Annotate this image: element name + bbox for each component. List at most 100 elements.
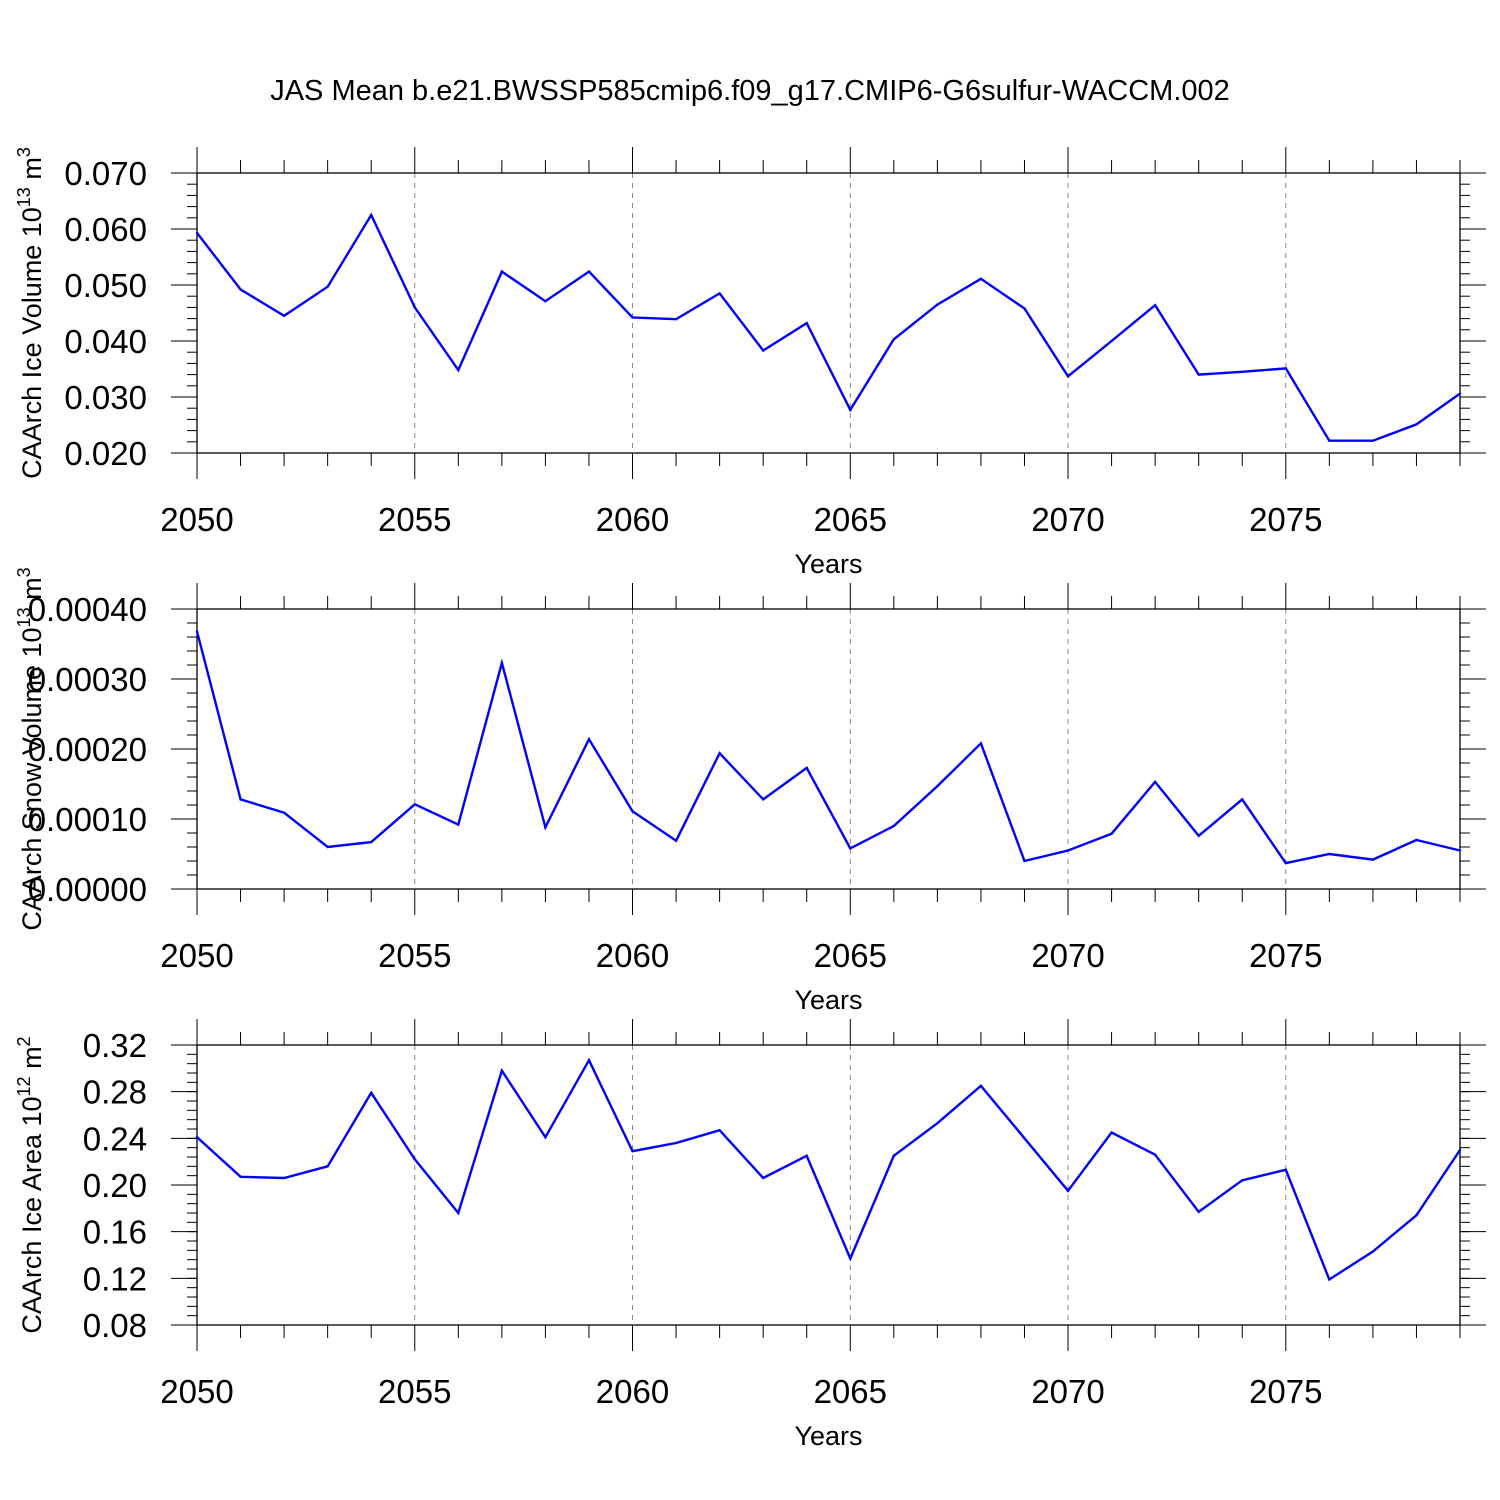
chart-2-data-point <box>1241 798 1244 801</box>
chart-2-data-point <box>674 839 678 842</box>
chart-1-ylabel: CAArch Ice Volume 1013 m3 <box>14 147 47 479</box>
chart-1-ytick-label: 0.020 <box>64 435 147 472</box>
chart-3-data-point <box>1241 1179 1244 1182</box>
chart-3-data-point <box>979 1084 983 1088</box>
chart-2-data-point <box>761 798 765 801</box>
chart-3-data-point <box>1110 1131 1113 1134</box>
chart-2-series-line <box>195 631 1461 865</box>
chart-2-data-point <box>1023 859 1026 863</box>
chart-3-xtick-label: 2075 <box>1249 1373 1322 1410</box>
chart-1-xtick-label: 2075 <box>1249 501 1322 538</box>
chart-2-data-point <box>1066 849 1070 852</box>
chart-1-data-point <box>849 408 852 412</box>
chart-3-data-point <box>849 1257 852 1260</box>
chart-1-data-point <box>1284 367 1287 370</box>
chart-2-ytick-label: 0.00020 <box>28 731 147 768</box>
chart-2-ytick-label: 0.00010 <box>28 801 147 838</box>
chart-3-xtick-label: 2050 <box>160 1373 233 1410</box>
chart-2-ytick-label: 0.00030 <box>28 661 147 698</box>
chart-2-xtick-label: 2060 <box>596 937 669 974</box>
chart-3-data-point <box>892 1154 896 1158</box>
chart-3-data-point <box>1458 1148 1462 1152</box>
chart-1-data-point <box>457 368 460 372</box>
chart-3-data-point <box>674 1141 678 1145</box>
chart-1-data-point <box>1197 373 1200 376</box>
chart-panel-1: 0.020 0.030 0.040 0.050 0.060 0.070 2050 2055 20… <box>14 147 1486 579</box>
chart-panels: 0.020 0.030 0.040 0.050 0.060 0.070 2050 2055 20… <box>14 147 1486 1451</box>
chart-2-data-point <box>1284 861 1287 865</box>
chart-1-xtick-label: 2065 <box>814 501 887 538</box>
chart-2-xtick-label: 2065 <box>814 937 887 974</box>
chart-3-ytick-label: 0.08 <box>83 1307 147 1344</box>
chart-2-data-point <box>1328 852 1331 856</box>
chart-2-data-point <box>195 630 199 633</box>
chart-1-data-point <box>805 321 808 325</box>
chart-2-frame <box>196 608 1461 890</box>
chart-1-data-point <box>500 270 504 273</box>
chart-3-data-point <box>500 1069 504 1072</box>
chart-1-data-point <box>761 349 765 352</box>
chart-2-data-point <box>544 826 547 829</box>
chart-2-data-point <box>1415 838 1418 842</box>
chart-1-data-point <box>674 317 678 321</box>
chart-1-data-point <box>195 231 199 235</box>
chart-1-data-point <box>239 288 242 291</box>
chart-1-ytick-label: 0.050 <box>64 267 147 304</box>
chart-2-data-point <box>1371 858 1375 861</box>
chart-1-data-point <box>979 277 983 281</box>
chart-1-data-point <box>1066 375 1070 378</box>
chart-1-data-point <box>936 303 939 306</box>
chart-2-xtick-label: 2070 <box>1031 937 1104 974</box>
chart-2-data-point <box>1458 849 1462 852</box>
chart-3-data-point <box>195 1135 199 1139</box>
chart-3-xtick-label: 2060 <box>596 1373 669 1410</box>
chart-2-data-point <box>805 766 808 770</box>
chart-1-data-point <box>282 314 286 317</box>
chart-1-data-point <box>326 285 329 288</box>
chart-3-ytick-label: 0.24 <box>83 1120 147 1157</box>
chart-2-data-point <box>282 811 286 814</box>
chart-3-data-point <box>761 1176 765 1180</box>
chart-1-data-point <box>544 300 547 303</box>
chart-1-series-line <box>196 212 1461 442</box>
chart-3-ytick-label: 0.16 <box>83 1214 147 1251</box>
chart-1-data-point <box>1371 439 1375 442</box>
chart-3-data-point <box>457 1211 460 1215</box>
chart-3-frame <box>196 1044 1461 1326</box>
chart-1-data-point <box>1458 392 1462 395</box>
chart-3-ytick-label: 0.28 <box>83 1074 147 1111</box>
chart-3-data-point <box>631 1149 634 1153</box>
chart-2-data-point <box>1197 834 1200 837</box>
chart-1-data-point <box>413 306 416 309</box>
chart-3-data-point <box>718 1128 721 1132</box>
chart-1-data-point <box>892 338 896 341</box>
chart-3-ytick-label: 0.20 <box>83 1167 147 1204</box>
chart-1-ytick-label: 0.040 <box>64 323 147 360</box>
chart-panel-3: 0.08 0.12 0.16 0.20 0.24 0.28 0.32 2050 2055 2060… <box>14 1019 1486 1451</box>
chart-3-data-point <box>326 1165 329 1168</box>
chart-3-data-point <box>587 1058 591 1062</box>
chart-2-data-point <box>631 810 634 813</box>
chart-3-data-point <box>370 1091 373 1095</box>
chart-1-data-point <box>1415 423 1418 426</box>
chart-1-xtick-label: 2070 <box>1031 501 1104 538</box>
chart-3-data-point <box>1284 1168 1287 1172</box>
chart-2-data-point <box>1153 780 1157 784</box>
chart-1-xtick-label: 2060 <box>596 501 669 538</box>
chart-2-data-point <box>457 823 460 826</box>
chart-3-data-point <box>1415 1214 1418 1217</box>
chart-3-series-line <box>196 1057 1461 1282</box>
chart-2-data-point <box>370 840 373 844</box>
chart-1-ytick-label: 0.060 <box>64 211 147 248</box>
chart-3-data-point <box>239 1175 242 1179</box>
chart-3-xtick-label: 2070 <box>1031 1373 1104 1410</box>
chart-1-data-point <box>587 270 591 273</box>
chart-2-data-point <box>979 742 983 745</box>
chart-2-data-point <box>1110 832 1113 835</box>
chart-2-xlabel: Years <box>794 985 862 1015</box>
chart-3-data-point <box>1153 1153 1157 1156</box>
chart-1-data-point <box>1023 307 1026 310</box>
chart-3-data-point <box>1328 1278 1331 1281</box>
chart-2-xtick-label: 2050 <box>160 937 233 974</box>
